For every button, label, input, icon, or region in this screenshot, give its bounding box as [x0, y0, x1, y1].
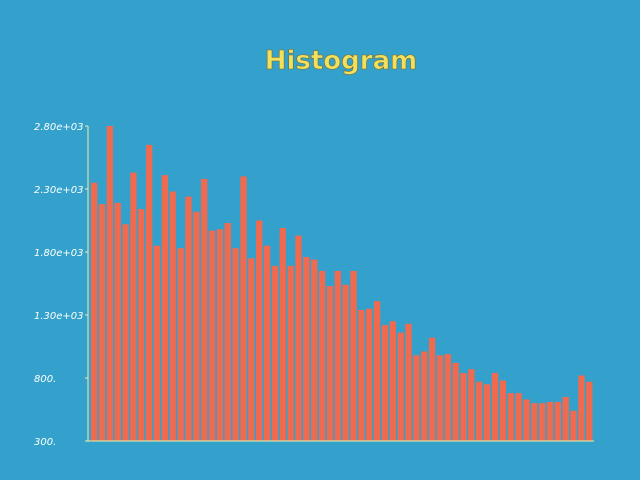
histogram-bar — [476, 381, 483, 441]
histogram-bar — [586, 381, 593, 441]
histogram-bar — [130, 172, 137, 441]
histogram-bar — [279, 228, 286, 441]
histogram-bar — [256, 220, 263, 441]
histogram-bar — [295, 235, 302, 441]
histogram-bar — [169, 191, 176, 441]
histogram-bar — [531, 403, 538, 441]
histogram-bar — [263, 245, 271, 441]
histogram-bar — [193, 211, 200, 441]
histogram-bar — [491, 372, 499, 441]
histogram-bar — [334, 270, 341, 441]
histogram-bar — [146, 144, 153, 441]
histogram-bar — [91, 182, 98, 441]
histogram-bar — [436, 355, 444, 441]
histogram-bar — [405, 323, 412, 441]
histogram-bar — [326, 286, 334, 441]
y-tick-label: 800. — [34, 374, 56, 385]
histogram-bar — [350, 270, 357, 441]
histogram-bar — [114, 202, 121, 441]
histogram-bar — [444, 354, 451, 441]
histogram-bar — [318, 270, 326, 441]
histogram-bar — [413, 355, 420, 441]
histogram-bar — [538, 403, 546, 441]
histogram-bar — [161, 175, 169, 441]
histogram-bar — [287, 265, 294, 441]
histogram-bar — [358, 309, 365, 441]
histogram-bar — [499, 380, 506, 441]
histogram-bar — [554, 401, 561, 441]
y-tick-label: 2.80e+03 — [34, 122, 84, 133]
histogram-bar — [428, 337, 436, 441]
histogram-bar — [98, 204, 106, 441]
histogram-bar — [562, 396, 569, 441]
y-tick-label: 2.30e+03 — [34, 185, 84, 196]
histogram-bar — [515, 393, 522, 441]
histogram-bar — [483, 384, 491, 441]
y-tick-label: 1.30e+03 — [34, 311, 84, 322]
histogram-bar — [460, 372, 467, 441]
histogram-bar — [570, 410, 577, 441]
histogram-bar — [177, 248, 184, 441]
histogram-bar — [381, 325, 389, 441]
histogram-bar — [240, 176, 247, 441]
histogram-bar — [397, 332, 404, 441]
y-tick-label: 300. — [34, 437, 56, 448]
histogram-bar — [122, 224, 129, 441]
bars-group — [91, 126, 593, 442]
histogram-bar — [106, 126, 114, 441]
histogram-bar — [303, 257, 310, 441]
histogram-bar — [468, 369, 475, 441]
histogram-bar — [389, 321, 396, 441]
histogram-bar — [208, 230, 216, 441]
histogram-bar — [216, 229, 224, 441]
histogram-bar — [546, 401, 554, 441]
histogram-bar — [507, 393, 514, 441]
histogram-bar — [523, 399, 530, 441]
histogram-bar — [138, 209, 145, 441]
histogram-bar — [248, 258, 255, 441]
histogram-bar — [342, 284, 349, 441]
histogram-bar — [271, 265, 279, 441]
histogram-bar — [311, 259, 318, 441]
histogram-bar — [373, 301, 381, 441]
histogram-bar — [201, 178, 208, 442]
histogram-bar — [232, 248, 239, 441]
histogram-bar — [153, 245, 161, 441]
histogram-bar — [578, 375, 585, 441]
histogram-bar — [452, 362, 459, 441]
y-tick-label: 1.80e+03 — [34, 248, 84, 259]
histogram-bar — [185, 196, 192, 441]
histogram-bar — [224, 223, 231, 441]
histogram-bar — [366, 308, 373, 441]
y-axis-ticks: 300. 800. 1.30e+03 1.80e+03 2.30e+03 2.80e+03 — [34, 122, 88, 448]
chart-title: Histogram — [265, 46, 418, 76]
histogram-bar — [421, 351, 428, 441]
